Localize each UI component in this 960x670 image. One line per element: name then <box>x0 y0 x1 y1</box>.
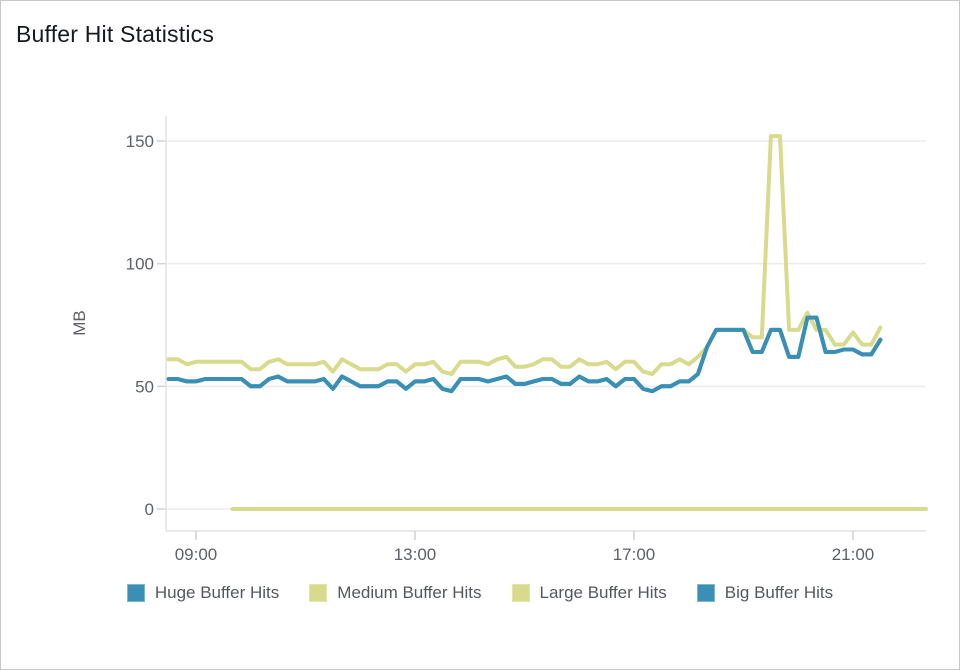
series-line-big-buffer-hits <box>166 315 883 394</box>
legend-item-large-buffer-hits[interactable]: Large Buffer Hits <box>511 583 667 603</box>
line-chart: 0 50 100 150 09:00 13:00 17:00 21:00 MB <box>70 116 928 564</box>
chart-title: Buffer Hit Statistics <box>16 21 215 47</box>
legend-label: Big Buffer Hits <box>724 583 834 602</box>
y-tick-label-50: 50 <box>135 377 154 396</box>
legend-swatch-huge-buffer-hits <box>126 584 145 602</box>
x-tick-label-21-00: 21:00 <box>832 545 875 564</box>
x-tick-label-17-00: 17:00 <box>613 545 656 564</box>
legend-label: Medium Buffer Hits <box>337 583 482 602</box>
legend-label: Huge Buffer Hits <box>154 583 280 602</box>
x-tick-label-09-00: 09:00 <box>175 545 218 564</box>
y-axis-title: MB <box>70 310 89 336</box>
legend-label: Large Buffer Hits <box>539 583 667 602</box>
y-tick-label-150: 150 <box>126 132 154 151</box>
legend-item-huge-buffer-hits[interactable]: Huge Buffer Hits <box>126 583 280 603</box>
series-line-medium-buffer-hits <box>166 134 883 377</box>
y-tick-label-100: 100 <box>126 255 154 274</box>
legend-item-medium-buffer-hits[interactable]: Medium Buffer Hits <box>309 583 482 603</box>
legend-swatch-big-buffer-hits <box>696 584 715 602</box>
legend-swatch-large-buffer-hits <box>511 584 530 602</box>
y-tick-label-0: 0 <box>145 500 154 519</box>
chart-legend: Huge Buffer Hits Medium Buffer Hits Large … <box>1 583 959 603</box>
x-tick-label-13-00: 13:00 <box>394 545 437 564</box>
legend-swatch-medium-buffer-hits <box>309 584 328 602</box>
legend-item-big-buffer-hits[interactable]: Big Buffer Hits <box>696 583 834 603</box>
